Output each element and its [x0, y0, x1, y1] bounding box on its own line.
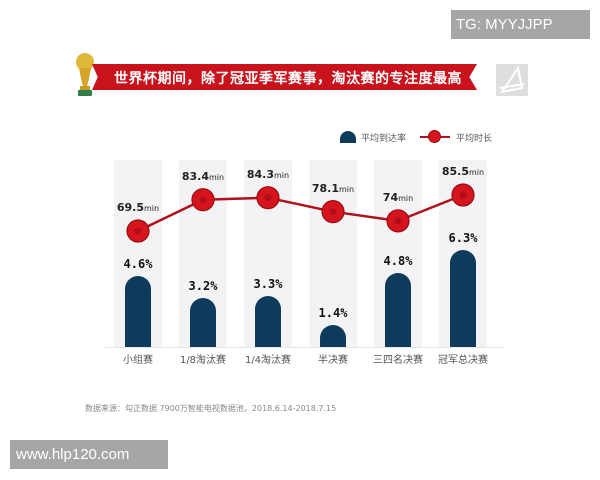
bar-arrival-rate — [320, 325, 346, 347]
bar-value-label: 1.4% — [318, 306, 348, 321]
bar-value-label: 3.2% — [188, 278, 218, 293]
bar-arrival-rate — [385, 273, 411, 347]
soccer-ball-marker — [126, 219, 150, 243]
category-label: 半决赛 — [318, 355, 348, 366]
watermark-top: TG: MYYJJPP — [451, 10, 590, 39]
page-title: 世界杯期间，除了冠亚季军赛事，淘汰赛的专注度最高 — [114, 71, 462, 87]
category-label: 1/8淘汰赛 — [179, 355, 227, 366]
category-label: 1/4淘汰赛 — [244, 355, 292, 366]
bar-value-label: 6.3% — [448, 231, 478, 245]
bar-value-label: 4.6% — [123, 257, 153, 272]
line-value-label: 83.4min — [181, 169, 225, 183]
line-value-label: 74min — [382, 190, 414, 204]
bar-value-label: 3.3% — [253, 277, 283, 292]
trophy-icon — [76, 53, 94, 96]
bar-arrival-rate — [255, 296, 281, 347]
soccer-ball-marker — [386, 209, 410, 233]
legend-bar-label: 平均到达率 — [361, 134, 407, 144]
line-value-label: 85.5min — [441, 165, 485, 178]
data-source-note: 数据来源：勾正数据 7900万智能电视数据池，2018.6.14-2018.7.… — [85, 404, 337, 413]
logo-icon — [496, 64, 528, 96]
column-background — [309, 160, 357, 348]
bar-arrival-rate — [450, 250, 476, 347]
soccer-ball-marker — [321, 200, 345, 224]
category-label: 冠军总决赛 — [438, 355, 488, 366]
line-value-label: 78.1min — [311, 181, 355, 195]
banner-ribbon — [92, 64, 477, 90]
legend-bar-swatch — [340, 131, 356, 143]
bar-arrival-rate — [190, 297, 216, 347]
x-axis-baseline — [105, 347, 503, 348]
line-value-label: 84.3min — [246, 167, 290, 181]
soccer-ball-marker — [256, 186, 280, 210]
soccer-ball-marker — [191, 188, 215, 212]
soccer-ball-icon — [428, 130, 441, 143]
category-label: 三四名决赛 — [373, 355, 423, 366]
line-value-label: 69.5min — [116, 201, 160, 214]
soccer-ball-marker — [451, 183, 475, 207]
watermark-bottom: www.hlp120.com — [10, 440, 168, 469]
bar-arrival-rate — [125, 276, 151, 347]
title-banner: 世界杯期间，除了冠亚季军赛事，淘汰赛的专注度最高 — [72, 52, 478, 98]
category-label: 小组赛 — [123, 355, 153, 366]
legend-line-label: 平均时长 — [456, 134, 493, 144]
bar-value-label: 4.8% — [383, 254, 413, 269]
